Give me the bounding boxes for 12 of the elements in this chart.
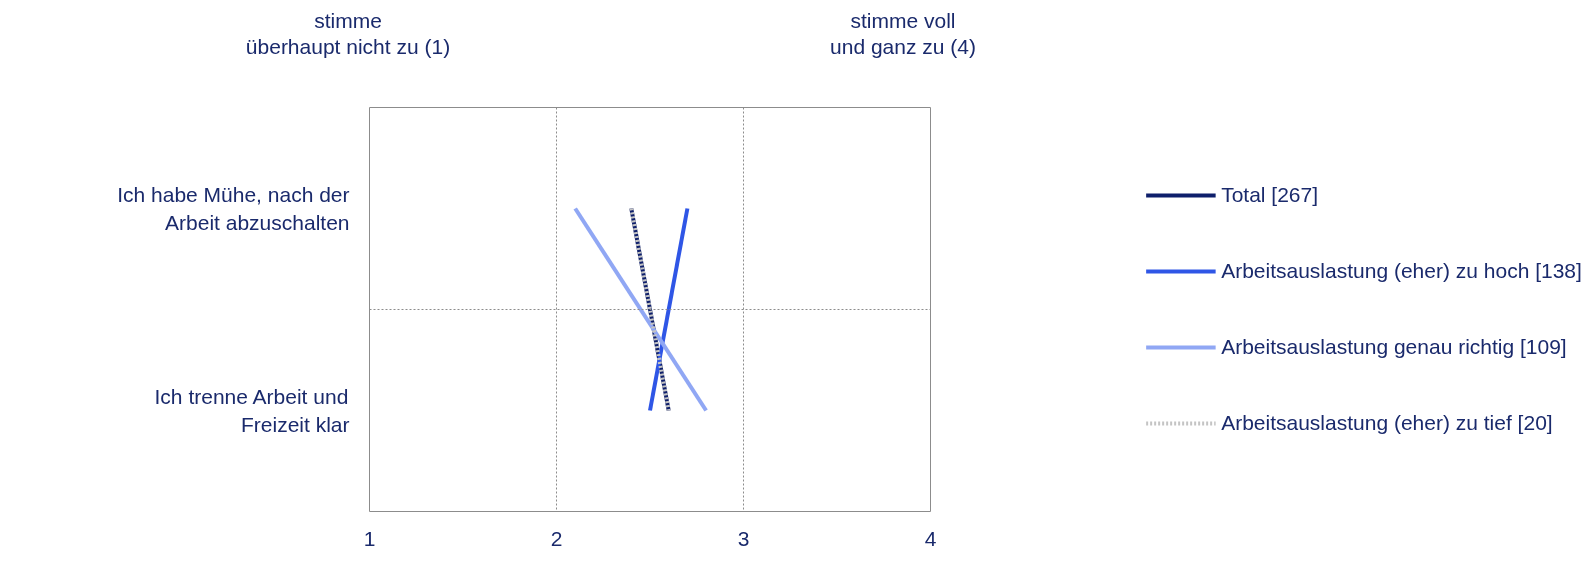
- legend-label: Arbeitsauslastung (eher) zu hoch [138]: [1221, 259, 1582, 283]
- legend-label: Total [267]: [1221, 183, 1319, 207]
- y-tick-label: Ich trenne Arbeit und Freizeit klar: [154, 385, 350, 436]
- x-tick-label: 1: [363, 526, 376, 550]
- text: stimme voll und ganz zu (4): [829, 8, 977, 60]
- x-tick-label: 4: [924, 526, 937, 550]
- legend-label: Arbeitsauslastung (eher) zu tief [20]: [1221, 411, 1553, 435]
- text: stimme überhaupt nicht zu (1): [244, 8, 452, 60]
- legend-label: Arbeitsauslastung genau richtig [109]: [1221, 335, 1567, 359]
- x-tick-label: 2: [550, 526, 563, 550]
- x-tick-label: 3: [737, 526, 750, 550]
- y-tick-label: Ich habe Mühe, nach der Arbeit abzuschalten: [117, 183, 350, 234]
